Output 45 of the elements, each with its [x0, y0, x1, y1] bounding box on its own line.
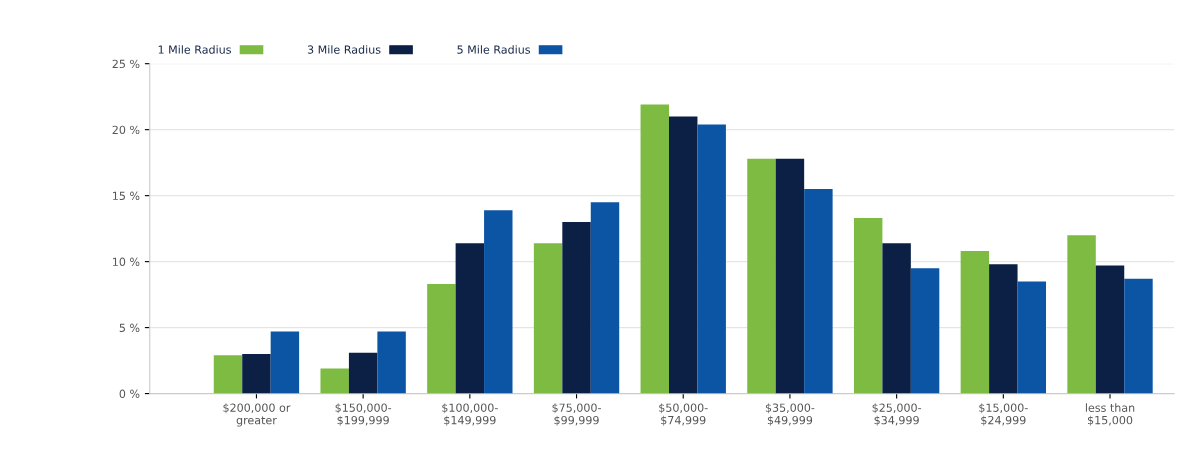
bar [348, 352, 378, 394]
x-tick-label: $150,000- $199,999 [335, 403, 392, 426]
x-tick-label: $35,000- $49,999 [765, 403, 815, 426]
y-tick-label: 20 % [112, 125, 140, 135]
bar [747, 158, 776, 394]
bar [427, 284, 456, 394]
bar [484, 210, 513, 394]
bar [242, 353, 271, 394]
bar [562, 222, 591, 394]
x-tick-label: less than $15,000 [1085, 403, 1135, 426]
y-tick-label: 15 % [113, 191, 140, 201]
bar [455, 243, 485, 394]
y-tick-label: 0 % [119, 389, 140, 398]
x-tick-label: $200,000 or greater [223, 403, 291, 427]
x-tick-label: $100,000- $149,999 [442, 403, 498, 426]
y-tick-label: 25 % [112, 59, 140, 69]
x-tick-label: $15,000- $24,999 [979, 403, 1028, 426]
x-tick-label: $75,000- $99,999 [552, 403, 601, 426]
bar [853, 218, 883, 394]
bar [910, 268, 940, 394]
bar [1067, 235, 1096, 394]
bar [533, 243, 563, 394]
bar [697, 124, 726, 394]
bar [882, 243, 911, 394]
y-tick-label: 5 % [119, 323, 140, 332]
x-tick-label: $50,000- $74,999 [659, 403, 708, 426]
bar [989, 264, 1018, 394]
bar [960, 251, 990, 394]
bar [377, 331, 406, 394]
bar [640, 104, 670, 394]
bar [1095, 265, 1125, 394]
bar [320, 368, 349, 394]
bar [804, 189, 833, 394]
bar [1017, 281, 1046, 394]
bar [669, 116, 698, 394]
legend-label: 1 Mile Radius [158, 45, 231, 54]
x-tick-label: $25,000- $34,999 [872, 403, 922, 426]
legend-label: 3 Mile Radius [307, 45, 381, 54]
bar [590, 202, 620, 394]
y-tick-label: 10 % [113, 257, 140, 266]
bar [1124, 278, 1153, 394]
legend-label: 5 Mile Radius [457, 45, 531, 54]
bar [213, 355, 243, 394]
bar [270, 331, 300, 394]
bar [775, 158, 805, 394]
